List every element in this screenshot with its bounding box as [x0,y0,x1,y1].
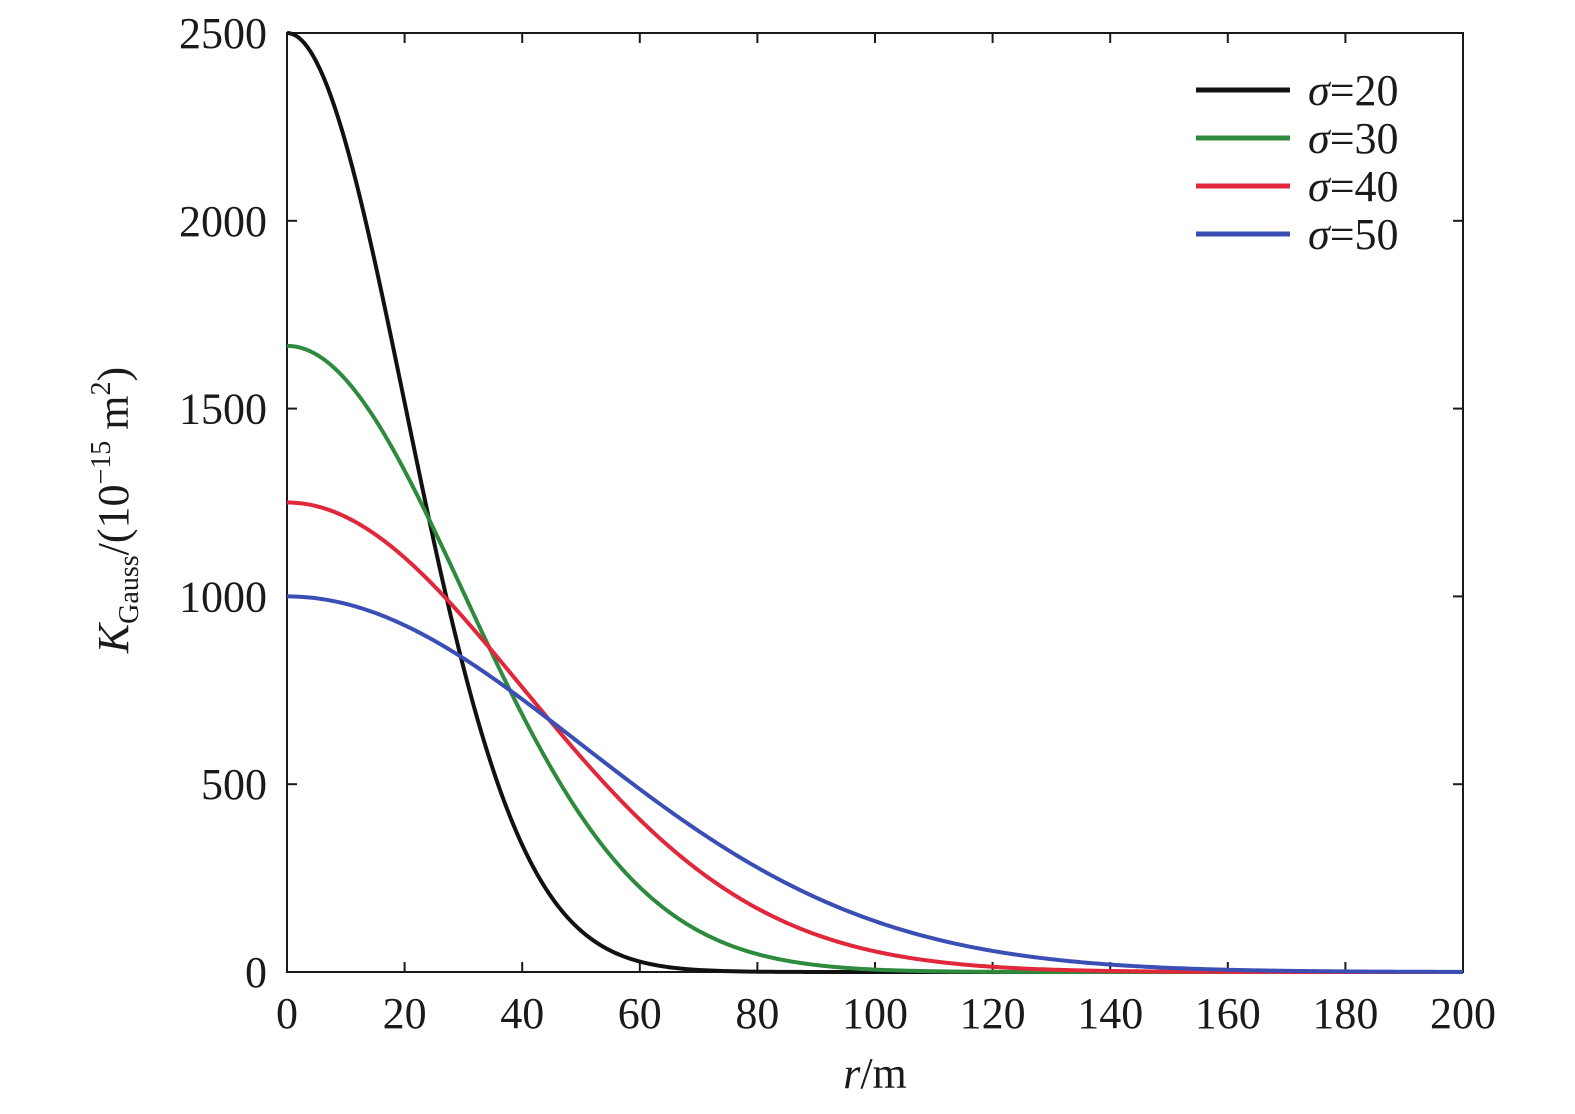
legend-sigma-value: =50 [1330,210,1399,259]
x-tick-label-120: 120 [960,989,1026,1038]
x-axis-ticks: 0 20 40 60 80 100 120 140 160 180 200 [276,33,1496,1038]
x-tick-label-160: 160 [1195,989,1261,1038]
x-tick-label-100: 100 [842,989,908,1038]
y-tick-label-2500: 2500 [179,9,267,58]
y-tick-label-1000: 1000 [179,572,267,621]
x-tick-label-180: 180 [1312,989,1378,1038]
y-axis-unit-mid: m [89,395,138,440]
y-tick-label-2000: 2000 [179,197,267,246]
y-axis-sub: Gauss [114,555,145,623]
y-tick-label-500: 500 [201,760,267,809]
y-axis-ticks: 0 500 1000 1500 2000 2500 [179,9,1463,997]
legend-sigma-symbol: σ [1308,66,1332,115]
series-line-sigma-50 [286,594,1463,974]
legend: σ=20σ=30σ=40σ=50 [1196,66,1399,259]
x-axis-var: r [843,1049,861,1098]
x-tick-label-40: 40 [500,989,544,1038]
x-tick-label-20: 20 [383,989,427,1038]
legend-label-sigma-50: σ=50 [1308,210,1399,259]
y-axis-exp: −15 [86,441,117,485]
legend-sigma-symbol: σ [1308,162,1332,211]
y-axis-label: KGauss/(10−15 m2) [86,367,145,654]
plot-frame [286,32,1464,973]
legend-label-sigma-30: σ=30 [1308,114,1399,163]
legend-sigma-value: =30 [1330,114,1399,163]
x-tick-label-80: 80 [735,989,779,1038]
x-tick-label-0: 0 [276,989,298,1038]
legend-sigma-symbol: σ [1308,114,1332,163]
y-tick-label-1500: 1500 [179,385,267,434]
legend-sigma-symbol: σ [1308,210,1332,259]
y-axis-unit-prefix: /(10 [89,484,138,555]
y-axis-unit-suffix: ) [89,367,138,382]
x-tick-label-140: 140 [1077,989,1143,1038]
series-line-sigma-40 [286,500,1463,974]
x-axis-unit: /m [860,1049,906,1098]
legend-sigma-value: =40 [1330,162,1399,211]
y-tick-label-0: 0 [245,948,267,997]
legend-label-sigma-40: σ=40 [1308,162,1399,211]
x-axis-label: r/m [843,1049,907,1098]
y-axis-unit-exp: 2 [86,381,117,395]
plot-area-border [286,32,1464,973]
legend-label-sigma-20: σ=20 [1308,66,1399,115]
y-axis-var: K [89,621,138,654]
legend-sigma-value: =20 [1330,66,1399,115]
series-lines [286,31,1463,974]
x-tick-label-200: 200 [1430,989,1496,1038]
series-line-sigma-20 [286,31,1463,974]
x-tick-label-60: 60 [618,989,662,1038]
